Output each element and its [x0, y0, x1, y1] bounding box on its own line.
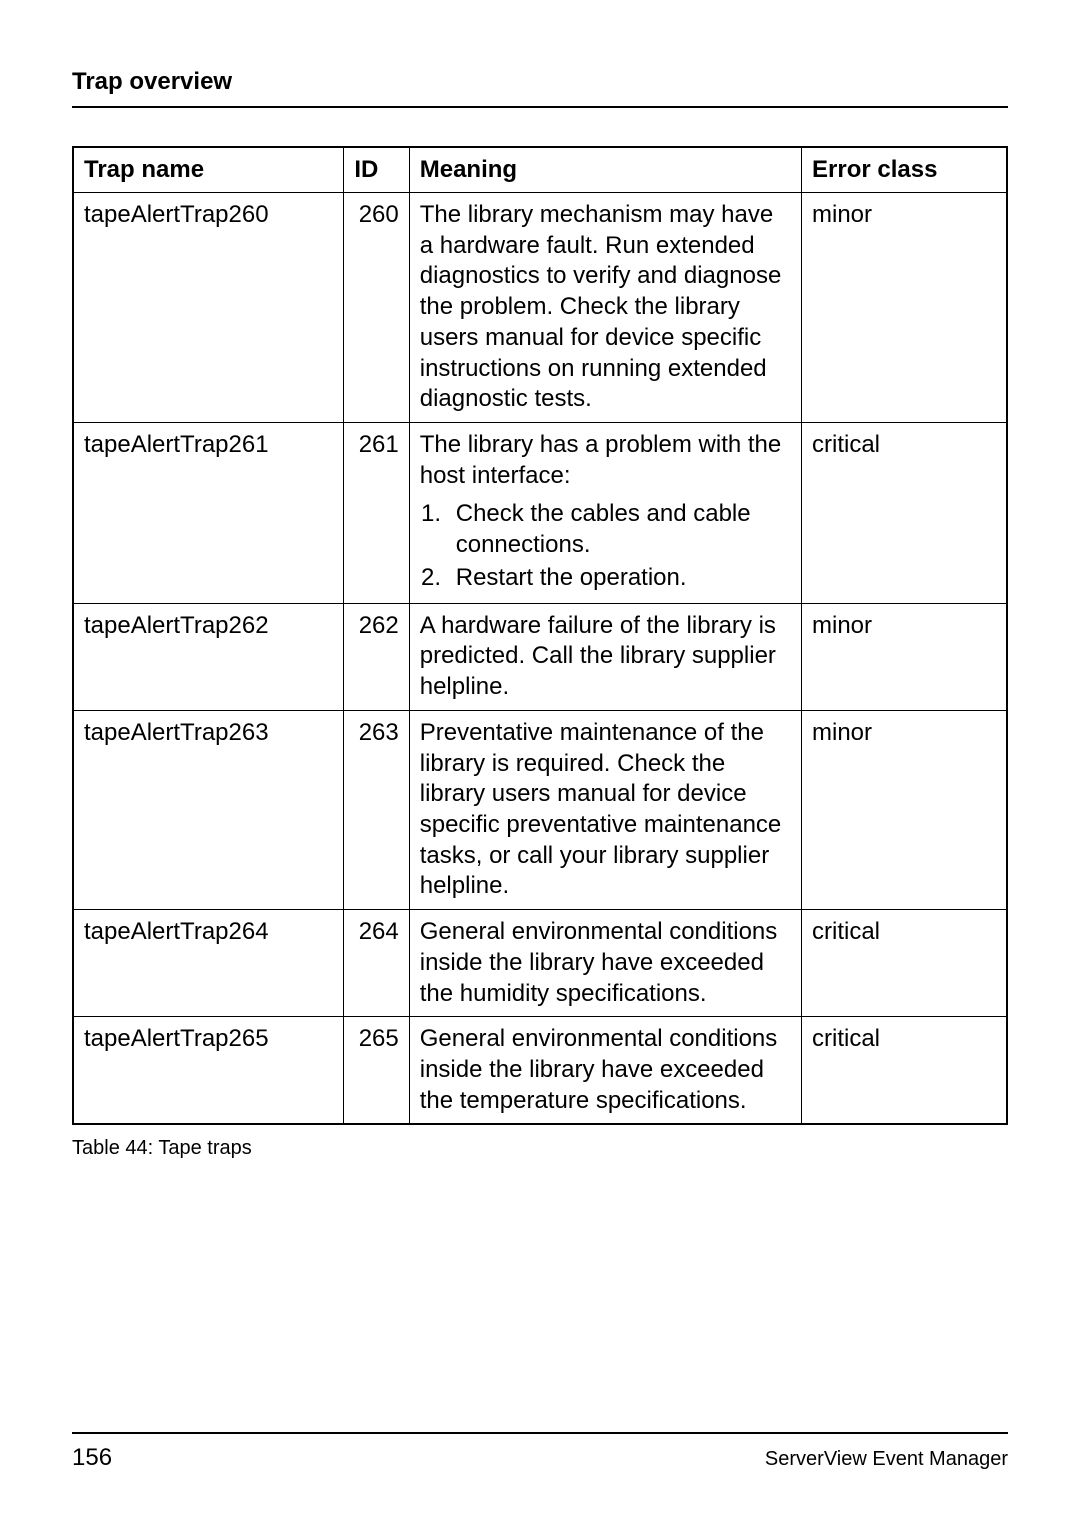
meaning-list-item: Check the cables and cable connections. [448, 499, 791, 560]
cell-id: 261 [344, 423, 409, 604]
cell-trap-name: tapeAlertTrap263 [73, 710, 344, 909]
section-title: Trap overview [72, 68, 1008, 108]
table-header-row: Trap name ID Meaning Error class [73, 147, 1007, 193]
cell-error-class: critical [802, 910, 1008, 1017]
cell-meaning: General environmental conditions inside … [409, 1017, 801, 1125]
cell-id: 260 [344, 193, 409, 423]
cell-meaning: General environmental conditions inside … [409, 910, 801, 1017]
cell-meaning: The library mechanism may have a hardwar… [409, 193, 801, 423]
cell-trap-name: tapeAlertTrap261 [73, 423, 344, 604]
cell-error-class: critical [802, 423, 1008, 604]
col-header-id: ID [344, 147, 409, 193]
cell-meaning: The library has a problem with the host … [409, 423, 801, 604]
cell-error-class: minor [802, 193, 1008, 423]
table-row: tapeAlertTrap260 260 The library mechani… [73, 193, 1007, 423]
table-caption: Table 44: Tape traps [72, 1137, 1008, 1160]
page-number: 156 [72, 1444, 112, 1472]
table-row: tapeAlertTrap263 263 Preventative mainte… [73, 710, 1007, 909]
cell-meaning: Preventative maintenance of the library … [409, 710, 801, 909]
meaning-text: The library has a problem with the host … [420, 430, 791, 491]
page-footer: 156 ServerView Event Manager [72, 1432, 1008, 1472]
cell-id: 264 [344, 910, 409, 1017]
cell-error-class: critical [802, 1017, 1008, 1125]
col-header-error-class: Error class [802, 147, 1008, 193]
cell-trap-name: tapeAlertTrap260 [73, 193, 344, 423]
table-row: tapeAlertTrap261 261 The library has a p… [73, 423, 1007, 604]
cell-id: 265 [344, 1017, 409, 1125]
cell-error-class: minor [802, 710, 1008, 909]
trap-table: Trap name ID Meaning Error class tapeAle… [72, 146, 1008, 1125]
col-header-meaning: Meaning [409, 147, 801, 193]
meaning-list: Check the cables and cable connections. … [420, 499, 791, 593]
table-row: tapeAlertTrap262 262 A hardware failure … [73, 603, 1007, 710]
cell-trap-name: tapeAlertTrap262 [73, 603, 344, 710]
cell-trap-name: tapeAlertTrap265 [73, 1017, 344, 1125]
cell-id: 262 [344, 603, 409, 710]
table-row: tapeAlertTrap265 265 General environment… [73, 1017, 1007, 1125]
cell-trap-name: tapeAlertTrap264 [73, 910, 344, 1017]
col-header-trap-name: Trap name [73, 147, 344, 193]
table-row: tapeAlertTrap264 264 General environment… [73, 910, 1007, 1017]
footer-doc-title: ServerView Event Manager [765, 1448, 1008, 1471]
cell-meaning: A hardware failure of the library is pre… [409, 603, 801, 710]
meaning-list-item: Restart the operation. [448, 563, 791, 594]
cell-id: 263 [344, 710, 409, 909]
cell-error-class: minor [802, 603, 1008, 710]
